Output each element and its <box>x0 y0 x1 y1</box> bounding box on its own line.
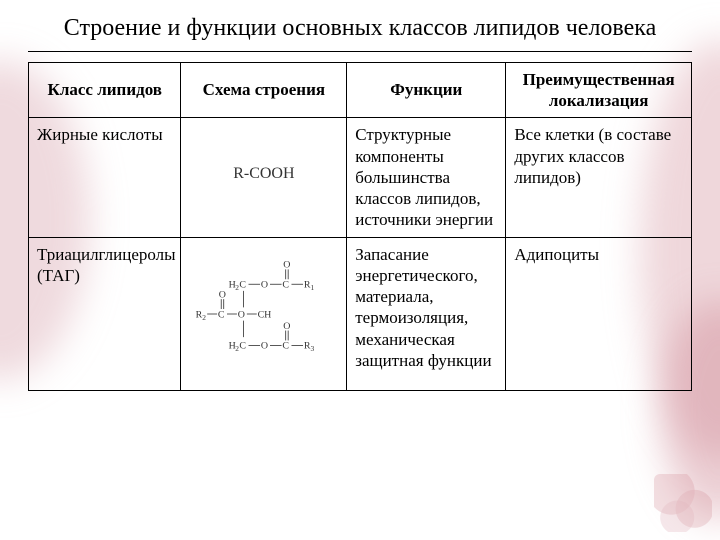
svg-text:O: O <box>261 279 268 290</box>
svg-text:O: O <box>284 259 291 270</box>
svg-text:C: C <box>283 279 290 290</box>
lipid-table: Класс липидов Схема строения Функции Пре… <box>28 62 692 391</box>
svg-text:C: C <box>283 340 290 351</box>
svg-text:CH: CH <box>258 309 272 320</box>
table-row: Жирные кислоты R-COOH Структурные компон… <box>29 118 692 237</box>
svg-text:C: C <box>218 309 225 320</box>
cell-localization: Адипоциты <box>506 237 692 390</box>
formula-fatty-acid: R-COOH <box>189 124 338 184</box>
svg-text:3: 3 <box>311 344 315 353</box>
title-rule <box>28 51 692 52</box>
col-header-localization: Преимущественная локализация <box>506 62 692 118</box>
svg-text:O: O <box>238 309 245 320</box>
svg-text:1: 1 <box>311 283 315 292</box>
svg-text:C: C <box>240 340 247 351</box>
svg-text:O: O <box>284 320 291 331</box>
cell-localization: Все клетки (в составе других классов лип… <box>506 118 692 237</box>
table-header-row: Класс липидов Схема строения Функции Пре… <box>29 62 692 118</box>
col-header-class: Класс липидов <box>29 62 181 118</box>
slide: Строение и функции основных классов липи… <box>0 0 720 540</box>
col-header-structure: Схема строения <box>181 62 347 118</box>
page-title: Строение и функции основных классов липи… <box>28 14 692 49</box>
svg-text:2: 2 <box>203 312 207 321</box>
svg-text:O: O <box>261 340 268 351</box>
tag-structure-svg: H 2 C O C O R 1 <box>189 244 338 384</box>
cell-class: Жирные кислоты <box>29 118 181 237</box>
table-row: Триацилглицеролы (ТАГ) H 2 C O C <box>29 237 692 390</box>
cell-functions: Структурные компоненты большинства класс… <box>347 118 506 237</box>
cell-structure: R-COOH <box>181 118 347 237</box>
col-header-functions: Функции <box>347 62 506 118</box>
svg-text:C: C <box>240 279 247 290</box>
formula-triacylglycerol: H 2 C O C O R 1 <box>189 244 338 384</box>
cell-functions: Запасание энергетического, материала, те… <box>347 237 506 390</box>
svg-text:O: O <box>219 289 226 300</box>
cell-class: Триацилглицеролы (ТАГ) <box>29 237 181 390</box>
cell-structure: H 2 C O C O R 1 <box>181 237 347 390</box>
